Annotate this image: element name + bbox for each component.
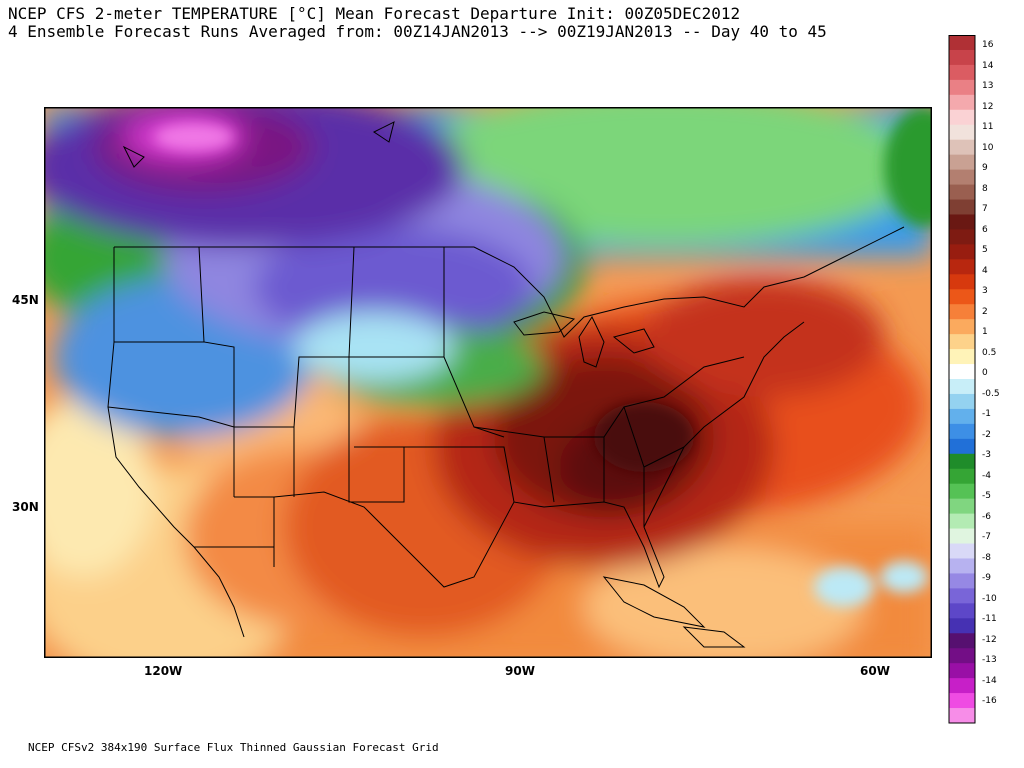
lon-label-60w: 60W	[860, 664, 890, 678]
colorbar-tick-label: 13	[982, 81, 994, 91]
colorbar-tick-label: -11	[982, 614, 997, 624]
boundary-lines	[107, 226, 905, 638]
lat-label-45n: 45N	[12, 293, 39, 307]
colorbar-swatch	[949, 588, 975, 604]
colorbar-tick-label: 10	[982, 142, 994, 153]
temperature-anomaly-map	[44, 107, 932, 658]
colorbar-swatch	[949, 94, 975, 111]
footer-grid-description: NCEP CFSv2 384x190 Surface Flux Thinned …	[28, 741, 439, 754]
colorbar-swatch	[949, 184, 975, 200]
colorbar-tick-label: 8	[982, 183, 988, 194]
colorbar-swatch	[949, 708, 975, 724]
colorbar-tick-label: -2	[982, 429, 991, 440]
colorbar-swatch	[949, 35, 975, 51]
colorbar-swatch	[949, 154, 975, 171]
colorbar-swatch	[949, 124, 975, 141]
map-frame	[44, 107, 932, 658]
colorbar-swatch	[949, 79, 975, 96]
colorbar-tick-label: 0	[982, 368, 988, 378]
colorbar-swatch	[949, 64, 975, 81]
colorbar-tick-label: -16	[982, 696, 997, 706]
anomaly-field	[44, 107, 932, 658]
colorbar-swatch	[949, 49, 975, 66]
colorbar	[948, 35, 976, 724]
colorbar-swatch	[949, 528, 975, 544]
colorbar-swatch	[949, 468, 975, 485]
colorbar-tick-label: 1	[982, 327, 988, 337]
colorbar-tick-label: 4	[982, 265, 988, 276]
colorbar-tick-label: 6	[982, 224, 988, 235]
colorbar-tick-label: -13	[982, 655, 997, 665]
colorbar-swatch	[949, 393, 975, 410]
colorbar-swatch	[949, 483, 975, 500]
colorbar-swatch	[949, 633, 975, 649]
lon-label-90w: 90W	[505, 664, 535, 678]
colorbar-swatch	[949, 319, 975, 335]
colorbar-swatch	[949, 199, 975, 215]
colorbar-swatch	[949, 603, 975, 619]
lat-label-30n: 30N	[12, 500, 39, 514]
colorbar-swatch	[949, 693, 975, 709]
colorbar-swatch	[949, 169, 975, 185]
colorbar-frame	[948, 35, 976, 724]
map-title-line-2: 4 Ensemble Forecast Runs Averaged from: …	[8, 22, 827, 41]
colorbar-swatch	[949, 573, 975, 589]
colorbar-swatch	[949, 408, 975, 425]
colorbar-tick-label: -9	[982, 573, 991, 583]
colorbar-tick-label: -14	[982, 675, 997, 686]
colorbar-tick-label: 12	[982, 101, 994, 112]
colorbar-swatch	[949, 513, 975, 529]
colorbar-swatch	[949, 364, 975, 380]
colorbar-swatch	[949, 349, 975, 365]
colorbar-swatch	[949, 304, 975, 320]
colorbar-swatch	[949, 379, 975, 395]
colorbar-tick-label: -6	[982, 511, 991, 522]
colorbar-swatch	[949, 229, 975, 245]
colorbar-tick-label: 11	[982, 122, 994, 132]
colorbar-tick-label: -0.5	[982, 388, 1000, 399]
colorbar-swatch	[949, 289, 975, 305]
colorbar-swatch	[949, 453, 975, 470]
colorbar-tick-label: -7	[982, 532, 991, 542]
colorbar-swatch	[949, 663, 975, 679]
colorbar-swatch	[949, 618, 975, 634]
colorbar-swatch	[949, 244, 975, 260]
lake-outlines	[122, 121, 746, 648]
colorbar-tick-label: 9	[982, 163, 988, 173]
colorbar-tick-label: 0.5	[982, 347, 997, 358]
colorbar-tick-label: 7	[982, 204, 988, 214]
colorbar-tick-label: -5	[982, 491, 991, 501]
colorbar-tick-label: -8	[982, 552, 991, 563]
colorbar-swatch	[949, 543, 975, 559]
colorbar-swatch	[949, 558, 975, 574]
colorbar-tick-label: 5	[982, 245, 988, 255]
colorbar-swatch	[949, 648, 975, 664]
colorbar-swatch	[949, 438, 975, 455]
colorbar-tick-label: -3	[982, 450, 991, 460]
map-title-line-1: NCEP CFS 2-meter TEMPERATURE [°C] Mean F…	[8, 4, 741, 23]
colorbar-swatch	[949, 214, 975, 230]
colorbar-tick-label: -10	[982, 593, 997, 604]
lon-label-120w: 120W	[144, 664, 183, 678]
colorbar-tick-label: 2	[982, 306, 988, 317]
colorbar-tick-label: -4	[982, 470, 991, 481]
colorbar-tick-label: 14	[982, 60, 994, 71]
colorbar-swatch	[949, 139, 975, 156]
colorbar-tick-label: -1	[982, 409, 991, 419]
colorbar-tick-label: -12	[982, 634, 997, 645]
colorbar-swatch	[949, 274, 975, 290]
colorbar-swatch	[949, 334, 975, 350]
colorbar-swatch	[949, 498, 975, 515]
colorbar-swatch	[949, 678, 975, 694]
colorbar-swatch	[949, 423, 975, 440]
colorbar-swatch	[949, 259, 975, 275]
colorbar-tick-label: 3	[982, 286, 988, 296]
colorbar-tick-label: 16	[982, 40, 994, 50]
colorbar-swatch	[949, 109, 975, 126]
